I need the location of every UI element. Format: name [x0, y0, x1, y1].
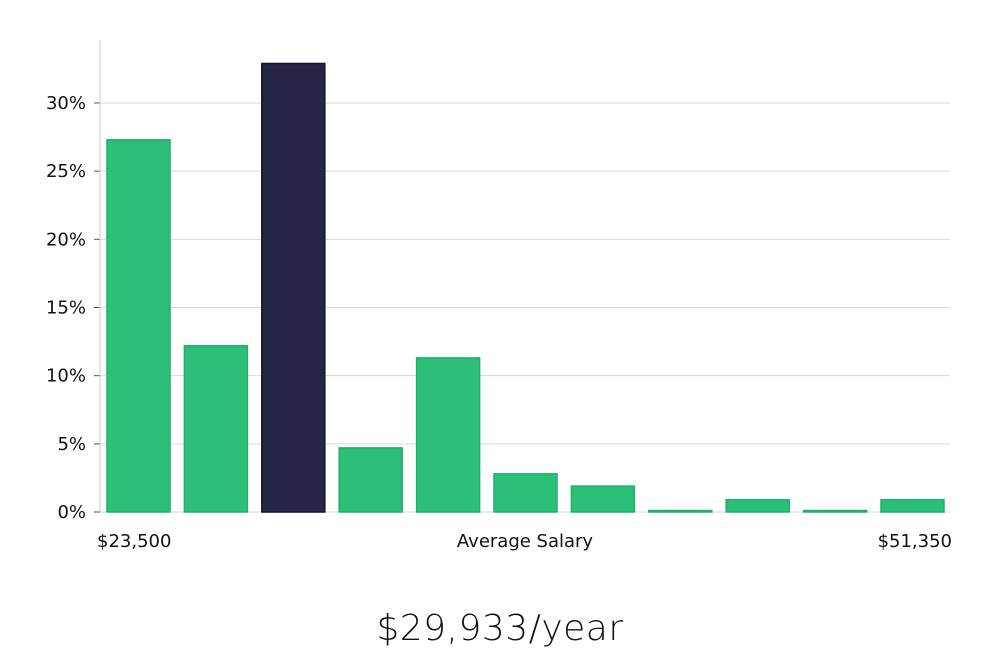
bars	[106, 62, 945, 513]
bar	[415, 357, 481, 513]
x-axis-label: Average Salary	[457, 531, 594, 552]
x-min-label: $23,500	[97, 531, 171, 552]
y-tick-label: 15%	[46, 298, 86, 319]
bar	[338, 447, 403, 513]
y-tick-label: 10%	[46, 366, 86, 387]
bar	[106, 139, 171, 513]
y-tick-label: 25%	[46, 161, 86, 182]
histogram-svg: 0% 5% 10% 15% 20% 25% 30% $23,500 Average Sala…	[46, 40, 952, 552]
y-tick-labels: 0% 5% 10% 15% 20% 25% 30%	[46, 93, 86, 523]
y-tick-label: 0%	[57, 502, 86, 523]
y-tick-label: 30%	[46, 93, 86, 114]
average-salary-summary: $29,933/year	[376, 608, 624, 649]
bar	[880, 498, 945, 513]
bar	[648, 509, 713, 513]
bar	[493, 473, 558, 513]
x-max-label: $51,350	[878, 531, 952, 552]
y-tick-label: 20%	[46, 229, 86, 250]
bar	[570, 485, 636, 513]
bar-highlighted	[261, 62, 326, 513]
bar	[802, 509, 868, 513]
bar	[183, 344, 249, 513]
y-tick-label: 5%	[57, 434, 86, 455]
bar	[725, 498, 790, 513]
